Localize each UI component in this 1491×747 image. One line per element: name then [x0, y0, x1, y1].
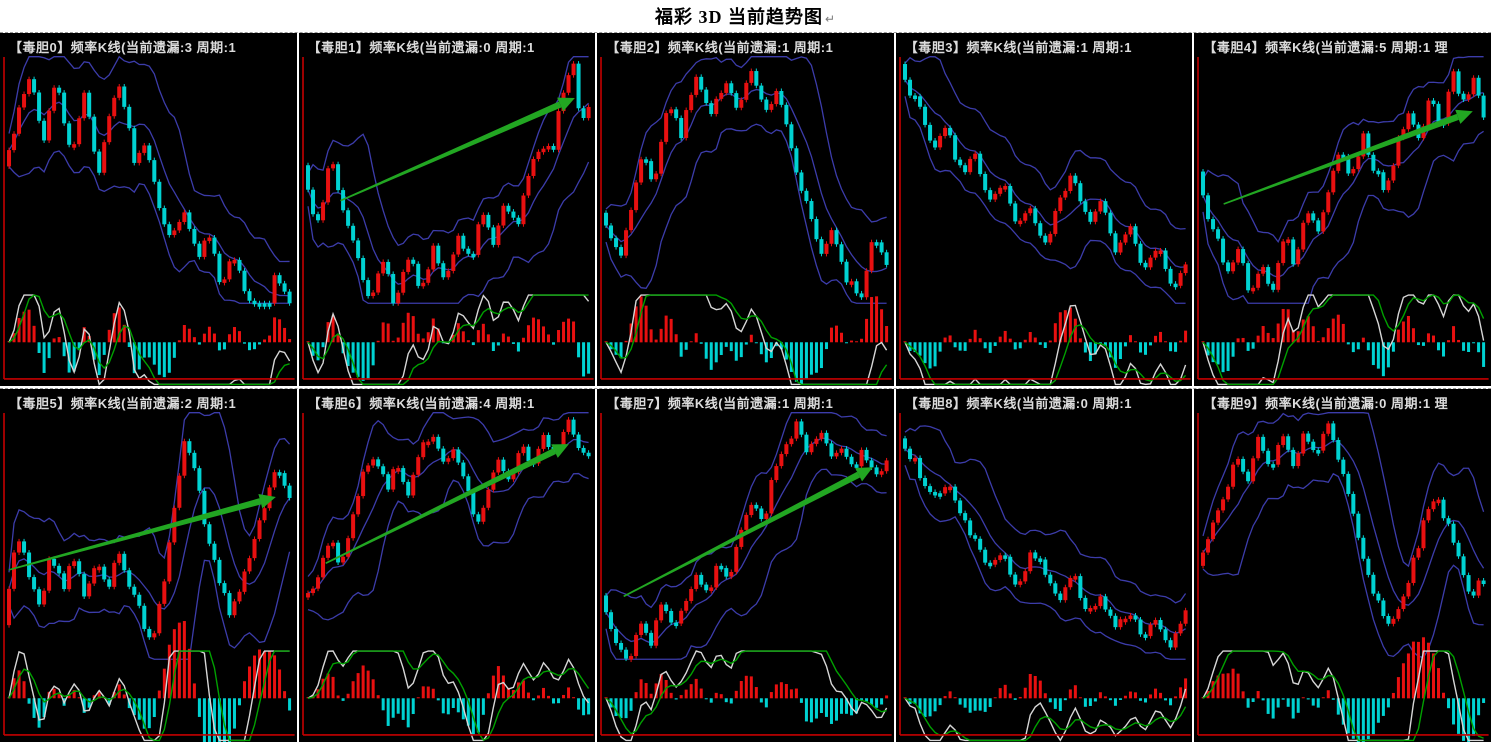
panel-dudan-4[interactable]: 【毒胆4】频率K线(当前遗漏:5 周期:1 理 [1194, 33, 1491, 386]
kline-chart-6 [301, 412, 594, 742]
panel-title: 【毒胆9】频率K线(当前遗漏:0 周期:1 理 [1203, 396, 1449, 411]
panel-title: 【毒胆0】频率K线(当前遗漏:3 周期:1 [9, 40, 237, 55]
panel-dudan-7[interactable]: 【毒胆7】频率K线(当前遗漏:1 周期:1 [597, 389, 894, 742]
page-title: 福彩 3D 当前趋势图 ↵ [655, 3, 836, 29]
kline-chart-9 [1197, 412, 1489, 742]
panel-dudan-3[interactable]: 【毒胆3】频率K线(当前遗漏:1 周期:1 [895, 33, 1193, 386]
panel-title: 【毒胆5】频率K线(当前遗漏:2 周期:1 [9, 396, 237, 411]
panel-dudan-1[interactable]: 【毒胆1】频率K线(当前遗漏:0 周期:1 [298, 33, 596, 386]
kline-chart-0 [3, 55, 295, 386]
panel-title: 【毒胆2】频率K线(当前遗漏:1 周期:1 [606, 40, 834, 55]
panel-row-bottom: 【毒胆5】频率K线(当前遗漏:2 周期:1 【毒胆6】频率K线(当前遗漏:4 周… [0, 388, 1491, 742]
title-bar: 福彩 3D 当前趋势图 ↵ [0, 0, 1491, 32]
kline-chart-4 [1197, 56, 1489, 386]
kline-chart-7 [600, 412, 892, 742]
panel-title: 【毒胆1】频率K线(当前遗漏:0 周期:1 [307, 40, 535, 55]
panel-title: 【毒胆6】频率K线(当前遗漏:4 周期:1 [307, 396, 535, 411]
panel-dudan-8[interactable]: 【毒胆8】频率K线(当前遗漏:0 周期:1 [895, 389, 1193, 742]
kline-chart-3 [899, 56, 1191, 386]
kline-chart-2 [600, 56, 892, 386]
panel-dudan-0[interactable]: 【毒胆0】频率K线(当前遗漏:3 周期:1 [0, 33, 297, 386]
kline-chart-1 [301, 56, 594, 386]
panel-title: 【毒胆3】频率K线(当前遗漏:1 周期:1 [904, 40, 1132, 55]
panel-title: 【毒胆8】频率K线(当前遗漏:0 周期:1 [904, 396, 1132, 411]
panel-dudan-9[interactable]: 【毒胆9】频率K线(当前遗漏:0 周期:1 理 [1194, 389, 1491, 742]
panel-row-top: 【毒胆0】频率K线(当前遗漏:3 周期:1 【毒胆1】频率K线(当前遗漏:0 周… [0, 32, 1491, 386]
kline-chart-5 [3, 412, 295, 742]
paragraph-mark-icon: ↵ [824, 12, 837, 26]
kline-chart-8 [899, 413, 1191, 742]
panel-dudan-6[interactable]: 【毒胆6】频率K线(当前遗漏:4 周期:1 [298, 389, 596, 742]
panel-title: 【毒胆7】频率K线(当前遗漏:1 周期:1 [606, 396, 834, 411]
panel-title: 【毒胆4】频率K线(当前遗漏:5 周期:1 理 [1203, 40, 1449, 55]
panel-dudan-5[interactable]: 【毒胆5】频率K线(当前遗漏:2 周期:1 [0, 389, 297, 742]
page-title-text: 福彩 3D 当前趋势图 [654, 7, 823, 27]
panel-dudan-2[interactable]: 【毒胆2】频率K线(当前遗漏:1 周期:1 [597, 33, 894, 386]
